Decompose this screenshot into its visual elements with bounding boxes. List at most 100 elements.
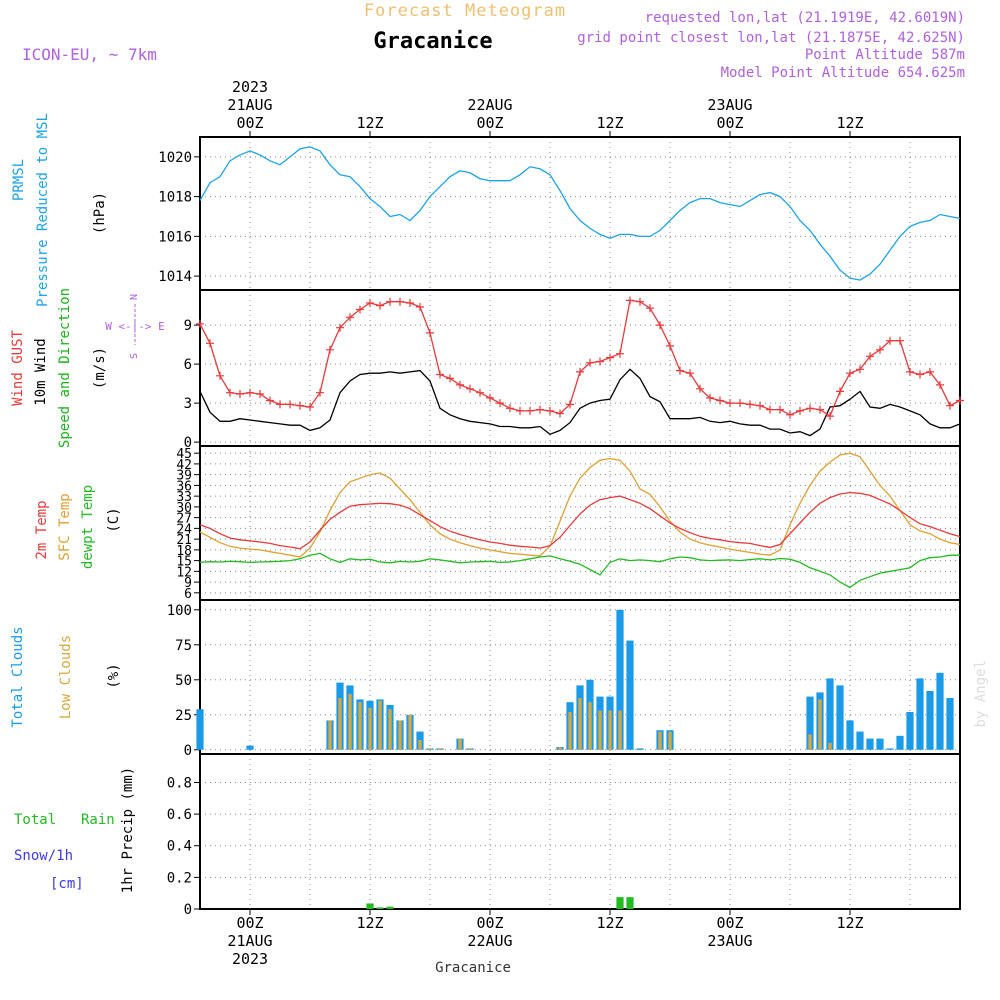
wind-gust-series-line-marker — [906, 367, 914, 376]
wind-gust-series-line-marker — [826, 412, 834, 421]
low-cloud-bar — [668, 731, 672, 750]
wind-label-10m: 10m Wind — [33, 338, 49, 405]
total-cloud-bar — [246, 745, 254, 750]
wind-gust-series-line-marker — [936, 380, 944, 389]
low-cloud-bar — [328, 720, 332, 750]
top-time-label: 00Z — [476, 114, 503, 132]
wind-gust-series-line-marker — [506, 404, 514, 413]
wind-gust-series-line-marker — [536, 405, 544, 414]
model-label: ICON-EU, ~ 7km — [22, 45, 157, 64]
pressure-ytick-label: 1014 — [158, 269, 192, 285]
rain-bar — [626, 897, 634, 909]
bottom-time-label: 23AUG — [707, 932, 752, 950]
wind-gust-series-line-marker — [386, 297, 394, 306]
precip-ytick-label: 0.2 — [167, 870, 192, 886]
temp-ytick-label: 12 — [176, 565, 192, 580]
low-cloud-bar — [378, 700, 382, 750]
low-cloud-bar — [468, 748, 472, 750]
wind-gust-series-line-marker — [466, 384, 474, 393]
wind-gust-series-line-marker — [866, 352, 874, 361]
top-time-label: 00Z — [236, 114, 263, 132]
wind-gust-series-line-marker — [576, 367, 584, 376]
cloud-ytick-label: 75 — [175, 638, 192, 654]
precip-panel-frame — [199, 753, 961, 910]
temp-ytick-label: 18 — [176, 544, 192, 559]
precip-unit: 1hr Precip (mm) — [120, 767, 136, 893]
compass-icon: N W <-|-> E S — [105, 294, 165, 359]
wind-gust-series-line-marker — [726, 399, 734, 408]
bottom-time-label: 22AUG — [467, 932, 512, 950]
wind-gust-series-line-marker — [776, 405, 784, 414]
low-cloud-bar — [428, 748, 432, 750]
pressure-label-desc: Pressure Reduced to MSL — [35, 113, 51, 307]
wind-gust-series-line-marker — [586, 358, 594, 367]
total-cloud-bar — [886, 748, 894, 750]
low-cloud-bar — [438, 748, 442, 750]
bottom-time-label: 12Z — [356, 914, 383, 932]
pressure-unit: (hPa) — [92, 192, 108, 234]
cloud-unit: (%) — [106, 663, 122, 688]
rain-bar — [616, 897, 624, 909]
total-cloud-bar — [626, 640, 634, 750]
temp-ytick-label: 39 — [176, 469, 192, 484]
low-cloud-bar — [578, 698, 582, 750]
wind-gust-series-line-marker — [486, 393, 494, 402]
wind-gust-series-line-marker — [676, 366, 684, 375]
wind-gust-series-line-marker — [446, 374, 454, 383]
pressure-ytick-label: 1016 — [158, 229, 192, 245]
low-cloud-bar — [818, 699, 822, 750]
wind-gust-series-line-marker — [736, 399, 744, 408]
wind-gust-series-line-marker — [916, 370, 924, 379]
temp-ytick-label: 27 — [176, 512, 192, 527]
wind-ytick-label: 6 — [184, 357, 192, 373]
precip-ytick-label: 0.6 — [167, 807, 192, 823]
low-cloud-bar — [558, 747, 562, 750]
wind-gust-series-line-marker — [396, 297, 404, 306]
rain-bar — [376, 907, 384, 909]
low-cloud-bar — [458, 738, 462, 750]
cloud-label-low: Low Clouds — [58, 635, 74, 719]
wind-gust-series-line-marker — [836, 387, 844, 396]
wind-gust-series-line-marker — [406, 299, 414, 307]
low-cloud-bar — [828, 742, 832, 750]
wind-gust-series-line-marker — [696, 384, 704, 393]
low-cloud-bar — [408, 714, 412, 750]
low-cloud-bar — [598, 710, 602, 750]
wind-gust-series-line-marker — [846, 369, 854, 378]
top-time-label: 2023 — [232, 78, 268, 96]
credit-label: by Angel — [973, 660, 989, 727]
wind-gust-series-line-marker — [326, 345, 334, 354]
total-cloud-bar — [916, 678, 924, 750]
compass-north: N — [129, 294, 140, 300]
low-cloud-bar — [348, 693, 352, 750]
wind-gust-series-line-marker — [416, 302, 424, 311]
wind-gust-series-line-marker — [756, 401, 764, 410]
temp-ytick-label: 30 — [176, 501, 192, 516]
wind-gust-series-line-marker — [206, 339, 214, 348]
temp-2m-series-line — [199, 491, 961, 550]
low-cloud-bar — [368, 707, 372, 750]
wind-gust-series-line-marker — [526, 406, 534, 415]
total-cloud-bar — [826, 678, 834, 750]
temp-label-sfc: SFC Temp — [57, 493, 73, 560]
temp-label-dewpt: dewpt Temp — [80, 485, 96, 569]
wind-gust-series-line-marker — [306, 403, 314, 411]
temp-ytick-label: 42 — [176, 458, 192, 473]
wind-gust-series-line-marker — [196, 319, 204, 328]
wind-gust-series-line-marker — [286, 400, 294, 409]
wind-gust-series-line-marker — [606, 353, 614, 362]
temp-ytick-label: 9 — [184, 576, 192, 591]
top-time-label: 12Z — [836, 114, 863, 132]
temp-unit: (C) — [106, 507, 122, 532]
total-cloud-bar — [196, 709, 204, 750]
wind-gust-series-line-marker — [686, 369, 694, 378]
footer-location: Gracanice — [435, 960, 511, 976]
wind-gust-series-line-marker — [666, 341, 674, 350]
wind-gust-series-line-marker — [546, 406, 554, 415]
wind-gust-series-line-marker — [766, 405, 774, 414]
wind-gust-series-line-marker — [376, 301, 384, 310]
bottom-time-label: 2023 — [232, 950, 268, 968]
low-cloud-bar — [608, 710, 612, 750]
